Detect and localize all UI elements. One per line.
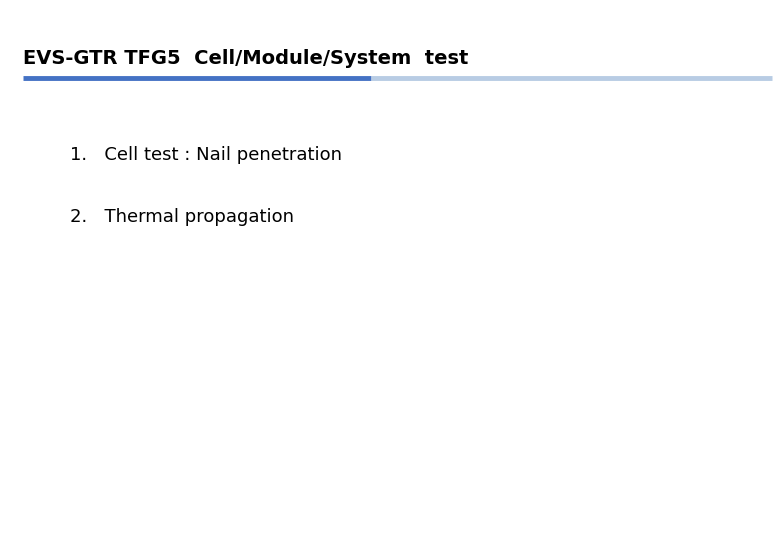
Text: EVS-GTR TFG5  Cell/Module/System  test: EVS-GTR TFG5 Cell/Module/System test	[23, 49, 469, 68]
Text: 1.   Cell test : Nail penetration: 1. Cell test : Nail penetration	[70, 146, 342, 164]
Text: 2.   Thermal propagation: 2. Thermal propagation	[70, 208, 294, 226]
